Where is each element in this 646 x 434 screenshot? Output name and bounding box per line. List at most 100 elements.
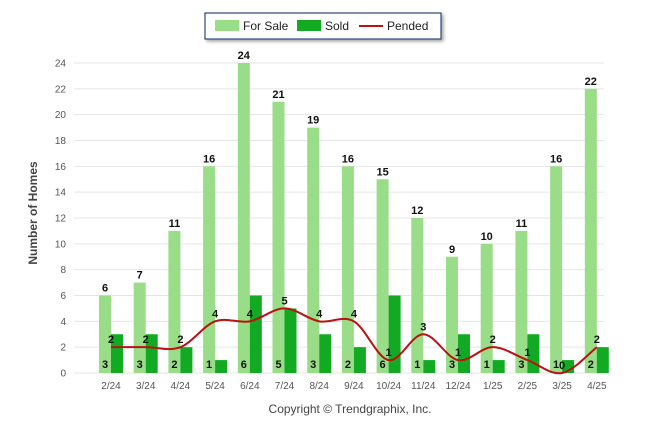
bar-sold xyxy=(423,360,436,373)
sold-value-label: 5 xyxy=(275,359,281,371)
y-tick-label: 14 xyxy=(55,188,67,199)
legend-swatch-1 xyxy=(297,20,321,31)
pended-value-label: 4 xyxy=(247,308,254,320)
legend-label-1: Sold xyxy=(325,19,349,33)
x-axis-ticks: 2/24 3/24 4/24 5/24 6/24 7/24 8/24 9/24 10/24 11/… xyxy=(101,381,607,392)
for-sale-value-label: 24 xyxy=(238,50,251,62)
pended-value-label: 0 xyxy=(559,360,565,372)
bar-sold xyxy=(249,295,262,373)
bar-sold xyxy=(111,334,123,373)
sold-value-label: 2 xyxy=(171,359,177,371)
sold-value-label: 1 xyxy=(414,359,420,371)
bar-sold xyxy=(353,347,366,373)
bar-sold xyxy=(458,334,470,373)
legend-swatch-0 xyxy=(215,20,239,31)
x-tick-label: 7/24 xyxy=(275,381,295,392)
for-sale-value-label: 11 xyxy=(516,218,528,230)
x-tick-label: 9/24 xyxy=(344,381,364,392)
pended-value-label: 4 xyxy=(316,308,323,320)
pended-line-layer xyxy=(111,307,598,375)
x-tick-label: 10/24 xyxy=(376,381,401,392)
y-tick-label: 4 xyxy=(60,317,66,328)
bar-for-sale xyxy=(341,166,354,373)
y-tick-label: 10 xyxy=(55,239,67,250)
bar-for-sale xyxy=(550,166,563,373)
for-sale-value-label: 9 xyxy=(449,244,455,256)
bar-for-sale xyxy=(515,230,528,373)
x-tick-label: 8/24 xyxy=(309,381,329,392)
bar-sold xyxy=(215,360,228,373)
pended-value-label: 2 xyxy=(143,334,149,346)
pended-value-label: 4 xyxy=(351,308,358,320)
bar-for-sale xyxy=(376,179,389,373)
pended-value-label: 3 xyxy=(420,321,426,333)
for-sale-value-label: 6 xyxy=(102,283,108,295)
x-tick-label: 6/24 xyxy=(240,381,260,392)
y-axis-title: Number of Homes xyxy=(26,161,40,265)
pended-value-label: 1 xyxy=(524,347,530,359)
y-tick-label: 12 xyxy=(55,214,67,225)
for-sale-value-label: 16 xyxy=(550,153,562,165)
y-tick-label: 20 xyxy=(55,110,67,121)
legend-label-2: Pended xyxy=(387,19,428,33)
bar-for-sale xyxy=(99,295,111,373)
bar-for-sale xyxy=(237,63,250,373)
for-sale-value-label: 19 xyxy=(307,115,319,127)
bar-for-sale xyxy=(307,127,320,373)
sold-value-label: 6 xyxy=(241,359,247,371)
pended-value-label: 4 xyxy=(212,308,219,320)
x-tick-label: 4/24 xyxy=(171,381,191,392)
bar-sold xyxy=(145,334,158,373)
x-tick-label: 2/25 xyxy=(518,381,538,392)
for-sale-value-label: 22 xyxy=(585,76,597,88)
for-sale-value-label: 11 xyxy=(169,218,181,230)
pended-line xyxy=(111,307,598,375)
bar-for-sale xyxy=(203,166,216,373)
bar-for-sale xyxy=(133,282,146,373)
bar-sold xyxy=(388,295,401,373)
y-tick-label: 8 xyxy=(60,265,66,276)
for-sale-value-label: 10 xyxy=(481,231,493,243)
y-tick-label: 0 xyxy=(60,369,66,380)
copyright-text: Copyright © Trendgraphix, Inc. xyxy=(269,402,432,416)
pended-value-label: 2 xyxy=(108,334,114,346)
bar-for-sale xyxy=(584,88,597,373)
y-tick-label: 6 xyxy=(60,291,66,302)
sold-value-label: 1 xyxy=(553,359,559,371)
x-tick-label: 2/24 xyxy=(101,381,121,392)
legend: For Sale Sold Pended xyxy=(204,12,442,40)
bar-sold xyxy=(284,308,297,373)
sold-value-label: 2 xyxy=(588,359,594,371)
bar-for-sale xyxy=(446,256,458,373)
y-tick-label: 18 xyxy=(55,136,67,147)
bar-for-sale xyxy=(272,101,285,373)
sold-value-label: 3 xyxy=(449,359,455,371)
sold-value-label: 3 xyxy=(310,359,316,371)
bar-sold xyxy=(180,347,193,373)
bar-for-sale xyxy=(480,243,493,373)
y-tick-label: 16 xyxy=(55,162,67,173)
x-tick-label: 4/25 xyxy=(587,381,607,392)
bar-for-sale xyxy=(411,218,424,373)
x-tick-label: 5/24 xyxy=(205,381,225,392)
for-sale-value-label: 12 xyxy=(411,205,423,217)
for-sale-value-label: 15 xyxy=(376,166,388,178)
sold-value-label: 3 xyxy=(518,359,524,371)
x-tick-label: 11/24 xyxy=(411,381,436,392)
sold-value-label: 1 xyxy=(206,359,212,371)
x-tick-label: 3/24 xyxy=(136,381,156,392)
for-sale-value-label: 16 xyxy=(203,153,215,165)
pended-value-label: 1 xyxy=(455,347,461,359)
bar-sold xyxy=(492,360,505,373)
pended-value-label: 5 xyxy=(281,295,287,307)
y-tick-label: 22 xyxy=(55,84,67,95)
pended-value-label: 2 xyxy=(490,334,496,346)
bar-sold xyxy=(596,347,609,373)
pended-value-label: 2 xyxy=(177,334,183,346)
for-sale-value-label: 7 xyxy=(137,270,143,282)
x-tick-label: 12/24 xyxy=(445,381,470,392)
sold-value-label: 1 xyxy=(484,359,490,371)
